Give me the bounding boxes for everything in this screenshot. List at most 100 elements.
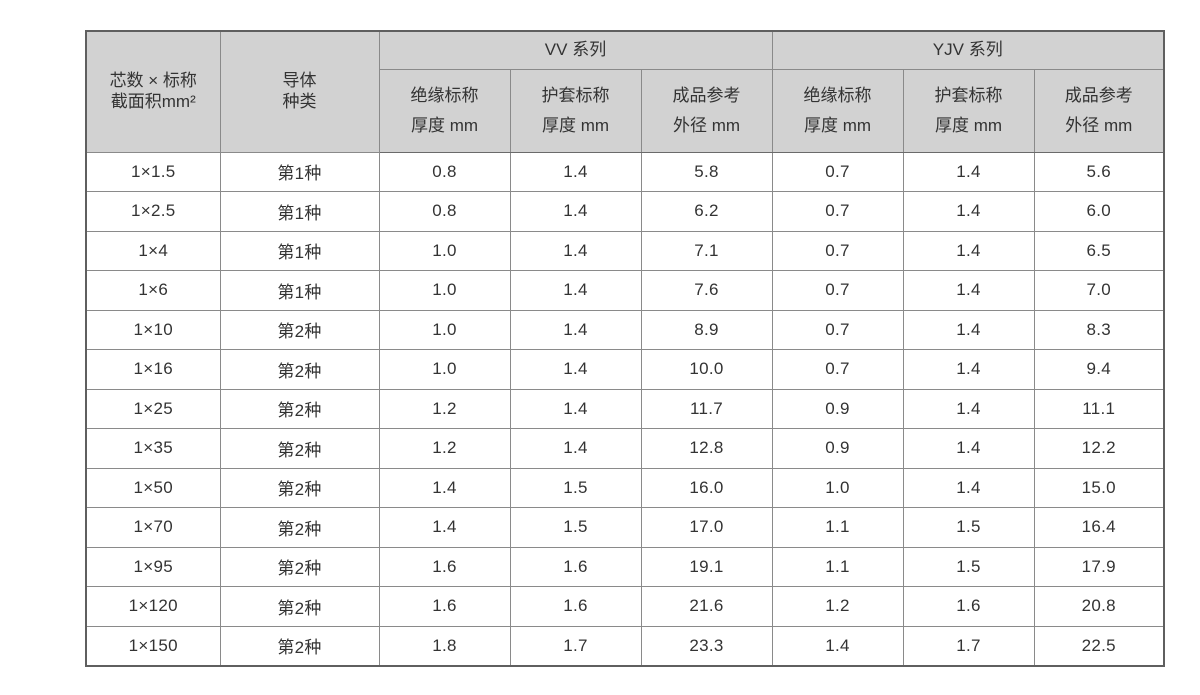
header-vv-insulation: 绝缘标称 厚度 mm bbox=[378, 68, 511, 153]
vv-outer-diameter-cell: 8.9 bbox=[640, 309, 773, 350]
header-core-spec: 芯数 × 标称 截面积mm² bbox=[85, 30, 221, 153]
vv-sheath-cell: 1.6 bbox=[509, 546, 642, 587]
vv-insulation-cell: 1.0 bbox=[378, 309, 511, 350]
vv-outer-diameter-cell: 11.7 bbox=[640, 388, 773, 429]
header-vv-sheath: 护套标称 厚度 mm bbox=[509, 68, 642, 153]
yjv-outer-diameter-cell: 7.0 bbox=[1033, 270, 1165, 311]
vv-outer-diameter-cell: 17.0 bbox=[640, 507, 773, 548]
yjv-outer-diameter-cell: 12.2 bbox=[1033, 428, 1165, 469]
spec-cell: 1×50 bbox=[85, 467, 221, 508]
header-yjv-insulation: 绝缘标称 厚度 mm bbox=[771, 68, 904, 153]
table-row: 1×16 第2种 1.0 1.4 10.0 0.7 1.4 9.4 bbox=[85, 349, 1165, 390]
header-group-row: 芯数 × 标称 截面积mm² 导体 种类 VV 系列 YJV 系列 bbox=[85, 30, 1165, 153]
spec-cell: 1×10 bbox=[85, 309, 221, 350]
vv-sheath-cell: 1.5 bbox=[509, 507, 642, 548]
yjv-outer-diameter-cell: 22.5 bbox=[1033, 625, 1165, 666]
yjv-insulation-cell: 1.4 bbox=[771, 625, 904, 666]
vv-sheath-cell: 1.4 bbox=[509, 230, 642, 271]
table-row: 1×70 第2种 1.4 1.5 17.0 1.1 1.5 16.4 bbox=[85, 507, 1165, 548]
header-vv-outer-diameter: 成品参考 外径 mm bbox=[640, 68, 773, 153]
spec-cell: 1×120 bbox=[85, 586, 221, 627]
vv-sheath-cell: 1.4 bbox=[509, 388, 642, 429]
vv-insulation-cell: 1.6 bbox=[378, 546, 511, 587]
conductor-cell: 第2种 bbox=[219, 586, 380, 627]
yjv-outer-diameter-cell: 16.4 bbox=[1033, 507, 1165, 548]
header-sub-row: 绝缘标称 厚度 mm 护套标称 厚度 mm 成品参考 外径 mm 绝缘标称 厚度… bbox=[86, 68, 1165, 153]
vv-insulation-cell: 1.2 bbox=[378, 428, 511, 469]
table-row: 1×95 第2种 1.6 1.6 19.1 1.1 1.5 17.9 bbox=[85, 546, 1165, 587]
header-conductor-type: 导体 种类 bbox=[219, 30, 380, 153]
table-row: 1×25 第2种 1.2 1.4 11.7 0.9 1.4 11.1 bbox=[85, 388, 1165, 429]
yjv-outer-diameter-cell: 5.6 bbox=[1033, 151, 1165, 192]
vv-outer-diameter-cell: 21.6 bbox=[640, 586, 773, 627]
conductor-cell: 第2种 bbox=[219, 507, 380, 548]
yjv-sheath-cell: 1.4 bbox=[902, 309, 1035, 350]
yjv-insulation-cell: 0.7 bbox=[771, 230, 904, 271]
yjv-sheath-cell: 1.5 bbox=[902, 546, 1035, 587]
yjv-sheath-cell: 1.4 bbox=[902, 349, 1035, 390]
yjv-insulation-cell: 0.7 bbox=[771, 309, 904, 350]
vv-outer-diameter-cell: 19.1 bbox=[640, 546, 773, 587]
spec-cell: 1×95 bbox=[85, 546, 221, 587]
vv-insulation-cell: 1.8 bbox=[378, 625, 511, 666]
conductor-cell: 第1种 bbox=[219, 151, 380, 192]
spec-cell: 1×150 bbox=[85, 625, 221, 666]
table-row: 1×10 第2种 1.0 1.4 8.9 0.7 1.4 8.3 bbox=[85, 309, 1165, 350]
vv-outer-diameter-cell: 10.0 bbox=[640, 349, 773, 390]
yjv-sheath-cell: 1.7 bbox=[902, 625, 1035, 666]
conductor-cell: 第2种 bbox=[219, 546, 380, 587]
table-row: 1×150 第2种 1.8 1.7 23.3 1.4 1.7 22.5 bbox=[85, 625, 1165, 666]
vv-insulation-cell: 1.4 bbox=[378, 467, 511, 508]
header-group-vv: VV 系列 bbox=[378, 30, 773, 70]
vv-outer-diameter-cell: 23.3 bbox=[640, 625, 773, 666]
table-row: 1×1.5 第1种 0.8 1.4 5.8 0.7 1.4 5.6 bbox=[85, 151, 1165, 192]
yjv-outer-diameter-cell: 15.0 bbox=[1033, 467, 1165, 508]
spec-cell: 1×4 bbox=[85, 230, 221, 271]
conductor-cell: 第2种 bbox=[219, 349, 380, 390]
vv-sheath-cell: 1.6 bbox=[509, 586, 642, 627]
vv-outer-diameter-cell: 6.2 bbox=[640, 191, 773, 232]
yjv-sheath-cell: 1.4 bbox=[902, 151, 1035, 192]
vv-sheath-cell: 1.7 bbox=[509, 625, 642, 666]
table-row: 1×35 第2种 1.2 1.4 12.8 0.9 1.4 12.2 bbox=[85, 428, 1165, 469]
yjv-insulation-cell: 0.7 bbox=[771, 151, 904, 192]
conductor-cell: 第2种 bbox=[219, 467, 380, 508]
yjv-outer-diameter-cell: 8.3 bbox=[1033, 309, 1165, 350]
conductor-cell: 第1种 bbox=[219, 270, 380, 311]
spec-cell: 1×6 bbox=[85, 270, 221, 311]
cable-spec-table: 芯数 × 标称 截面积mm² 导体 种类 VV 系列 YJV 系列 绝缘标称 厚… bbox=[85, 30, 1165, 667]
yjv-sheath-cell: 1.4 bbox=[902, 230, 1035, 271]
yjv-insulation-cell: 1.1 bbox=[771, 546, 904, 587]
vv-insulation-cell: 1.0 bbox=[378, 349, 511, 390]
table-row: 1×6 第1种 1.0 1.4 7.6 0.7 1.4 7.0 bbox=[85, 270, 1165, 311]
vv-sheath-cell: 1.4 bbox=[509, 309, 642, 350]
yjv-outer-diameter-cell: 6.0 bbox=[1033, 191, 1165, 232]
vv-insulation-cell: 1.0 bbox=[378, 270, 511, 311]
conductor-cell: 第2种 bbox=[219, 388, 380, 429]
header-yjv-outer-diameter: 成品参考 外径 mm bbox=[1033, 68, 1165, 153]
vv-insulation-cell: 1.0 bbox=[378, 230, 511, 271]
vv-outer-diameter-cell: 7.1 bbox=[640, 230, 773, 271]
spec-cell: 1×70 bbox=[85, 507, 221, 548]
conductor-cell: 第2种 bbox=[219, 625, 380, 666]
conductor-cell: 第2种 bbox=[219, 309, 380, 350]
yjv-insulation-cell: 0.7 bbox=[771, 191, 904, 232]
yjv-outer-diameter-cell: 6.5 bbox=[1033, 230, 1165, 271]
header-group-yjv: YJV 系列 bbox=[771, 30, 1165, 70]
vv-outer-diameter-cell: 5.8 bbox=[640, 151, 773, 192]
header-yjv-sheath: 护套标称 厚度 mm bbox=[902, 68, 1035, 153]
table-header: 芯数 × 标称 截面积mm² 导体 种类 VV 系列 YJV 系列 绝缘标称 厚… bbox=[85, 30, 1165, 153]
vv-outer-diameter-cell: 16.0 bbox=[640, 467, 773, 508]
conductor-cell: 第1种 bbox=[219, 191, 380, 232]
vv-sheath-cell: 1.4 bbox=[509, 191, 642, 232]
yjv-insulation-cell: 1.1 bbox=[771, 507, 904, 548]
table-row: 1×2.5 第1种 0.8 1.4 6.2 0.7 1.4 6.0 bbox=[85, 191, 1165, 232]
spec-cell: 1×2.5 bbox=[85, 191, 221, 232]
yjv-insulation-cell: 0.9 bbox=[771, 388, 904, 429]
yjv-insulation-cell: 1.2 bbox=[771, 586, 904, 627]
vv-sheath-cell: 1.4 bbox=[509, 270, 642, 311]
spec-cell: 1×16 bbox=[85, 349, 221, 390]
vv-sheath-cell: 1.4 bbox=[509, 151, 642, 192]
yjv-insulation-cell: 1.0 bbox=[771, 467, 904, 508]
